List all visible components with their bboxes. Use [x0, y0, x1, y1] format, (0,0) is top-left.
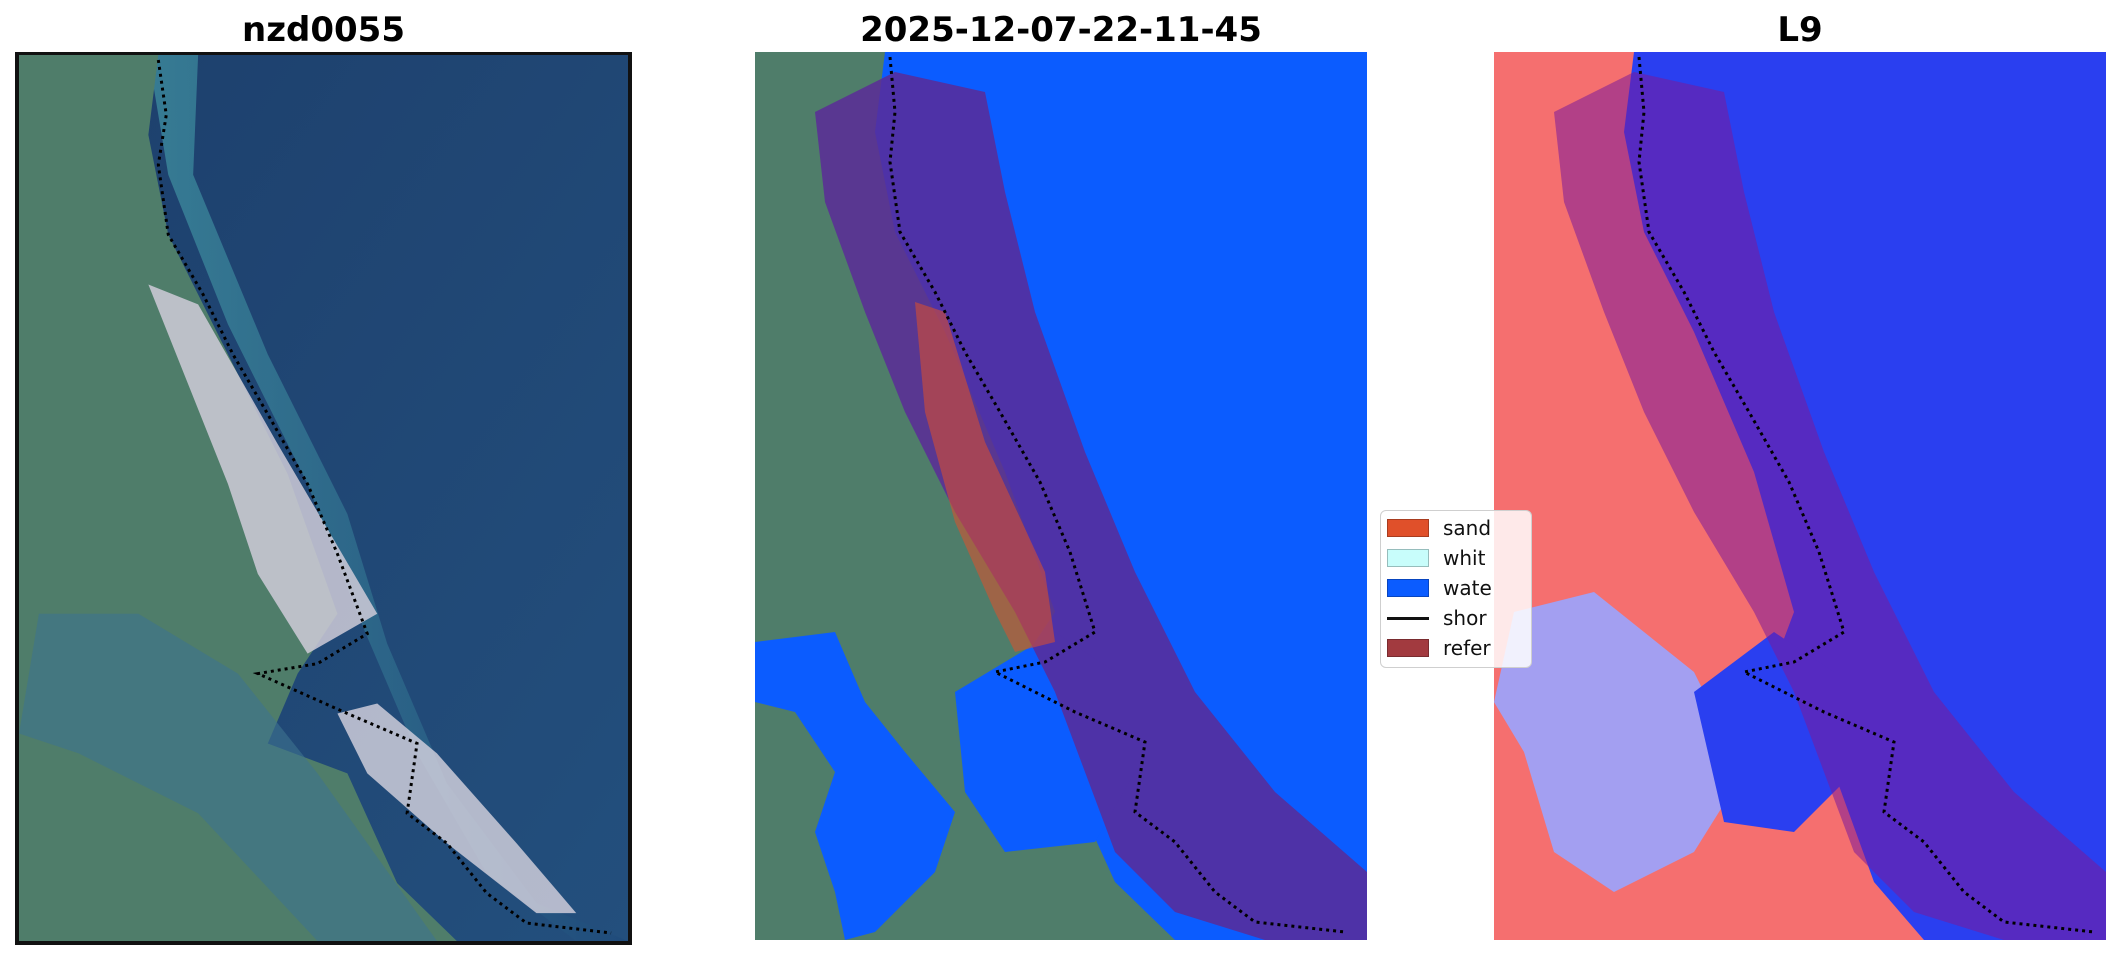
legend-item-shoreline: shor: [1387, 605, 1487, 631]
legend-swatch-reference: [1387, 639, 1429, 657]
classification-panel: [755, 52, 1367, 940]
shoreline-dotted: [1637, 56, 2095, 934]
sand-spit: [148, 284, 378, 654]
legend-item-water: wate: [1387, 575, 1492, 601]
legend-item-sand: sand: [1387, 515, 1491, 541]
legend-swatch-sand: [1387, 519, 1429, 537]
legend-label-water: wate: [1443, 576, 1492, 600]
legend-swatch-water: [1387, 579, 1429, 597]
legend-label-sand: sand: [1443, 516, 1492, 540]
legend-label-shoreline: shor: [1443, 606, 1487, 630]
water-class-estuary: [755, 632, 955, 940]
shoreline-dotted: [888, 56, 1346, 934]
legend-label-white-water: whit: [1443, 546, 1486, 570]
legend-item-reference: refer: [1387, 635, 1491, 661]
estuary: [19, 613, 437, 941]
legend-label-reference: refer: [1443, 636, 1491, 660]
sand-class-strip: [915, 302, 1055, 652]
legend-swatch-shoreline: [1387, 616, 1429, 620]
legend-item-white-water: whit: [1387, 545, 1485, 571]
legend: sand whit wate shor refer: [1380, 510, 1532, 668]
l9-index-image: [1494, 52, 2106, 940]
panel-title-classification: 2025-12-07-22-11-45: [860, 10, 1262, 50]
reference-buffer: [815, 72, 1367, 940]
index-panel: [1494, 52, 2106, 940]
classification-image: [755, 52, 1367, 940]
rgb-satellite-image: [19, 55, 628, 941]
sand-beach-south: [337, 703, 577, 914]
reference-buffer: [1554, 72, 2106, 940]
panel-title-rgb: nzd0055: [242, 10, 405, 50]
panel-title-index: L9: [1777, 10, 1823, 50]
rgb-image-panel: [15, 52, 632, 945]
legend-swatch-white-water: [1387, 549, 1429, 567]
index-lagoon: [1494, 592, 1744, 892]
shoreline-dotted: [156, 59, 612, 935]
